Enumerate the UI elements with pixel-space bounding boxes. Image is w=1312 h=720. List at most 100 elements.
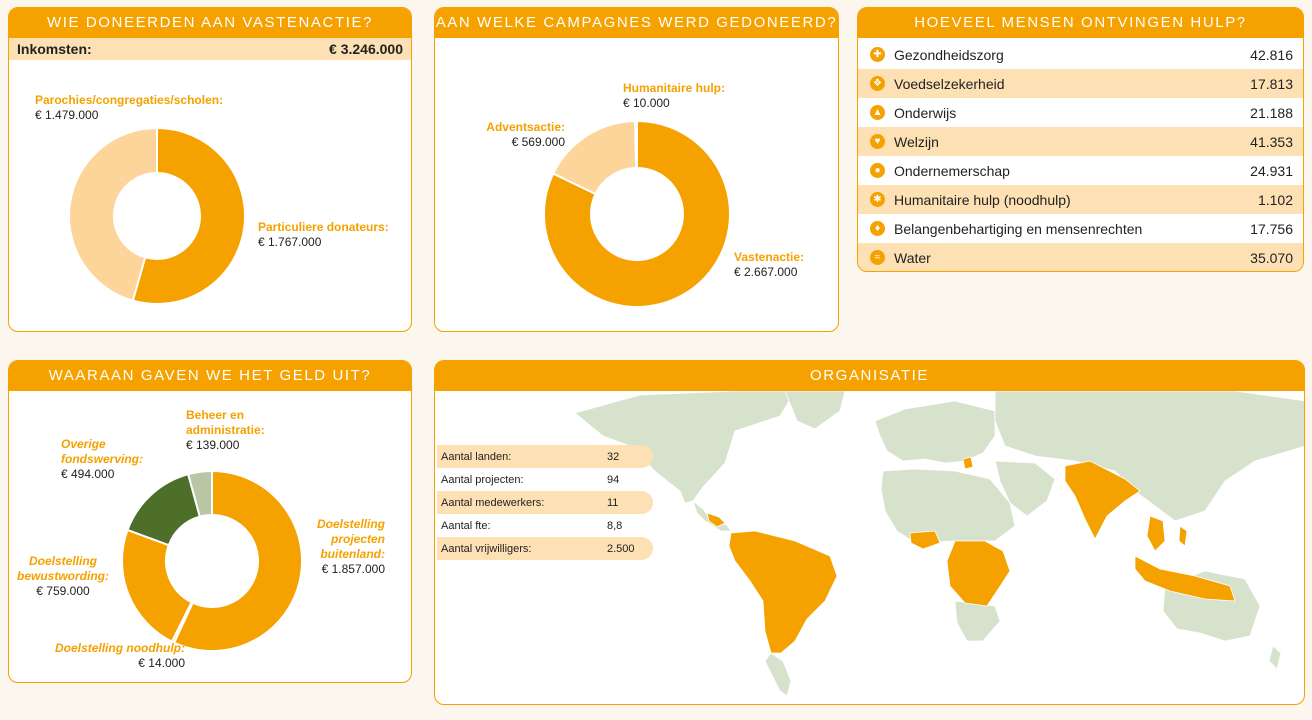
slice-value: € 569.000 — [511, 135, 565, 149]
map-region-mexico-guatemala — [706, 512, 726, 528]
donors-title: WIE DONEERDEN AAN VASTENACTIE? — [9, 8, 411, 38]
map-region-indochina — [1146, 515, 1166, 552]
map-region-africa-south — [954, 600, 1001, 642]
help-category-label: Humanitaire hulp (noodhulp) — [894, 191, 1071, 208]
help-row: ♥ Welzijn 41.353 — [858, 127, 1303, 156]
help-row: ✱ Humanitaire hulp (noodhulp) 1.102 — [858, 185, 1303, 214]
campaigns-label-adventsactie: Adventsactie: € 569.000 — [445, 120, 565, 150]
help-row: ♦ Belangenbehartiging en mensenrechten 17.… — [858, 214, 1303, 243]
map-region-greenland — [784, 391, 846, 430]
donors-slice-1 — [68, 126, 158, 302]
spending-slice-2 — [121, 528, 193, 643]
map-region-west-africa — [909, 530, 941, 550]
stat-label: Aantal vrijwilligers: — [441, 542, 532, 555]
slice-value: € 1.479.000 — [35, 108, 99, 122]
health-cross-icon: ✚ — [870, 47, 885, 62]
slice-value: € 1.857.000 — [321, 562, 385, 576]
help-category-value: 35.070 — [1250, 249, 1293, 266]
water-drop-icon: ≈ — [870, 250, 885, 265]
help-panel: HOEVEEL MENSEN ONTVINGEN HULP? ✚ Gezondhe… — [857, 7, 1304, 272]
spending-slice-4 — [186, 469, 213, 518]
campaigns-slice-0 — [543, 119, 731, 308]
map-region-central-east-africa — [946, 540, 1011, 607]
stat-value: 11 — [607, 496, 619, 509]
slice-value: € 1.767.000 — [258, 235, 322, 249]
campaigns-slice-2 — [634, 119, 638, 170]
map-region-africa-north — [880, 468, 1016, 544]
stat-value: 8,8 — [607, 519, 623, 532]
slice-value: € 494.000 — [61, 467, 115, 481]
donors-label-particuliere: Particuliere donateurs: € 1.767.000 — [258, 220, 389, 250]
help-category-value: 24.931 — [1250, 162, 1293, 179]
stat-row: Aantal vrijwilligers: 2.500 — [437, 537, 653, 560]
help-category-label: Gezondheidszorg — [894, 46, 1004, 63]
slice-label: Overige fondswerving: — [61, 437, 144, 466]
help-list: ✚ Gezondheidszorg 42.816 ❖ Voedselzekerheid 1… — [858, 38, 1303, 271]
spending-label-bewustwording: Doelstelling bewustwording: € 759.000 — [15, 554, 111, 599]
spending-donut-chart — [121, 469, 303, 652]
spending-label-projecten: Doelstelling projecten buitenland: € 1.8… — [289, 517, 385, 577]
map-region-latin-america — [728, 530, 838, 654]
campaigns-donut-chart — [543, 119, 731, 308]
help-category-label: Water — [894, 249, 931, 266]
donors-slice-0 — [131, 126, 246, 305]
help-category-value: 17.756 — [1250, 220, 1293, 237]
map-region-india-region — [1064, 460, 1141, 540]
slice-value: € 10.000 — [623, 96, 670, 110]
slice-value: € 14.000 — [138, 656, 185, 670]
slice-value: € 139.000 — [186, 438, 240, 452]
spending-label-beheer: Beheer en administratie: € 139.000 — [186, 408, 276, 453]
stat-value: 32 — [607, 450, 620, 463]
campaigns-title: AAN WELKE CAMPAGNES WERD GEDONEERD? — [435, 8, 838, 38]
stat-value: 2.500 — [607, 542, 635, 555]
help-row: ❖ Voedselzekerheid 17.813 — [858, 69, 1303, 98]
map-region-south-america-west — [764, 652, 792, 697]
help-category-value: 42.816 — [1250, 46, 1293, 63]
organisation-stats: Aantal landen: 32 Aantal projecten: 94 Aanta… — [437, 445, 653, 560]
spending-panel: WAARAAN GAVEN WE HET GELD UIT? Doelstell… — [8, 360, 412, 683]
spending-slice-0 — [172, 469, 303, 652]
help-category-label: Belangenbehartiging en mensenrechten — [894, 220, 1143, 237]
stat-row: Aantal medewerkers: 11 — [437, 491, 653, 514]
help-row: ● Ondernemerschap 24.931 — [858, 156, 1303, 185]
slice-value: € 759.000 — [36, 584, 90, 598]
slice-label: Particuliere donateurs: — [258, 220, 389, 234]
spending-title: WAARAAN GAVEN WE HET GELD UIT? — [9, 361, 411, 391]
help-row: ▲ Onderwijs 21.188 — [858, 98, 1303, 127]
map-region-greece — [962, 456, 974, 470]
slice-label: Doelstelling projecten buitenland: — [316, 517, 385, 561]
spending-slice-3 — [126, 472, 202, 547]
stat-row: Aantal projecten: 94 — [437, 468, 653, 491]
stat-value: 94 — [607, 473, 620, 486]
stat-label: Aantal fte: — [441, 519, 491, 532]
help-category-value: 17.813 — [1250, 75, 1293, 92]
organisation-panel: ORGANISATIE Aantal landen: 32 Aantal proje… — [434, 360, 1305, 705]
spending-label-fondswerving: Overige fondswerving: € 494.000 — [61, 437, 151, 482]
entrepreneur-icon: ● — [870, 163, 885, 178]
map-region-asia — [994, 391, 1304, 522]
map-region-middle-east — [994, 460, 1056, 517]
donors-label-parochies: Parochies/congregaties/scholen: € 1.479.… — [35, 93, 223, 123]
help-title: HOEVEEL MENSEN ONTVINGEN HULP? — [858, 8, 1303, 38]
donors-panel: WIE DONEERDEN AAN VASTENACTIE? Inkomsten… — [8, 7, 412, 332]
map-region-new-zealand — [1268, 645, 1282, 670]
slice-label: Adventsactie: — [486, 120, 565, 134]
stat-label: Aantal projecten: — [441, 473, 524, 486]
education-cap-icon: ▲ — [870, 105, 885, 120]
heart-icon: ♥ — [870, 134, 885, 149]
slice-label: Vastenactie: — [734, 250, 805, 264]
slice-label: Humanitaire hulp: — [623, 81, 726, 95]
organisation-title: ORGANISATIE — [435, 361, 1304, 391]
map-region-indonesia — [1134, 555, 1236, 602]
map-region-philippines — [1178, 525, 1188, 547]
slice-label: Parochies/congregaties/scholen: — [35, 93, 224, 107]
help-row: ✚ Gezondheidszorg 42.816 — [858, 40, 1303, 69]
food-icon: ❖ — [870, 76, 885, 91]
income-row: Inkomsten: € 3.246.000 — [9, 38, 411, 60]
map-region-europe — [874, 400, 996, 464]
donors-donut-chart — [68, 126, 246, 305]
slice-label: Beheer en administratie: — [186, 408, 265, 437]
stat-row: Aantal landen: 32 — [437, 445, 653, 468]
slice-label: Doelstelling noodhulp: — [55, 641, 185, 655]
campaigns-label-vastenactie: Vastenactie: € 2.667.000 — [734, 250, 804, 280]
